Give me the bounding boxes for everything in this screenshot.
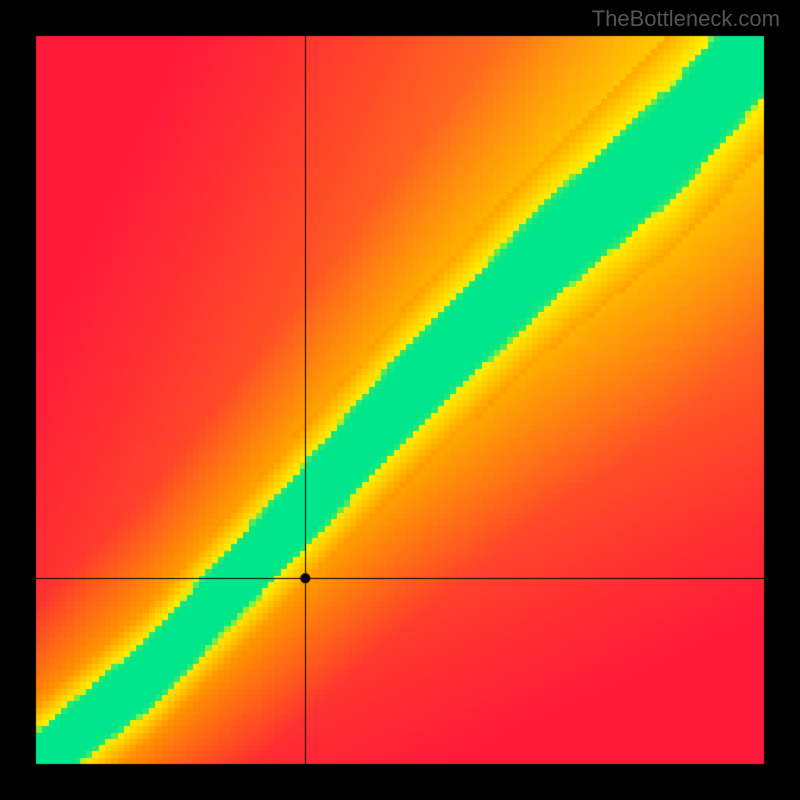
crosshair-overlay — [0, 0, 800, 800]
chart-container: TheBottleneck.com — [0, 0, 800, 800]
watermark-text: TheBottleneck.com — [592, 6, 780, 32]
